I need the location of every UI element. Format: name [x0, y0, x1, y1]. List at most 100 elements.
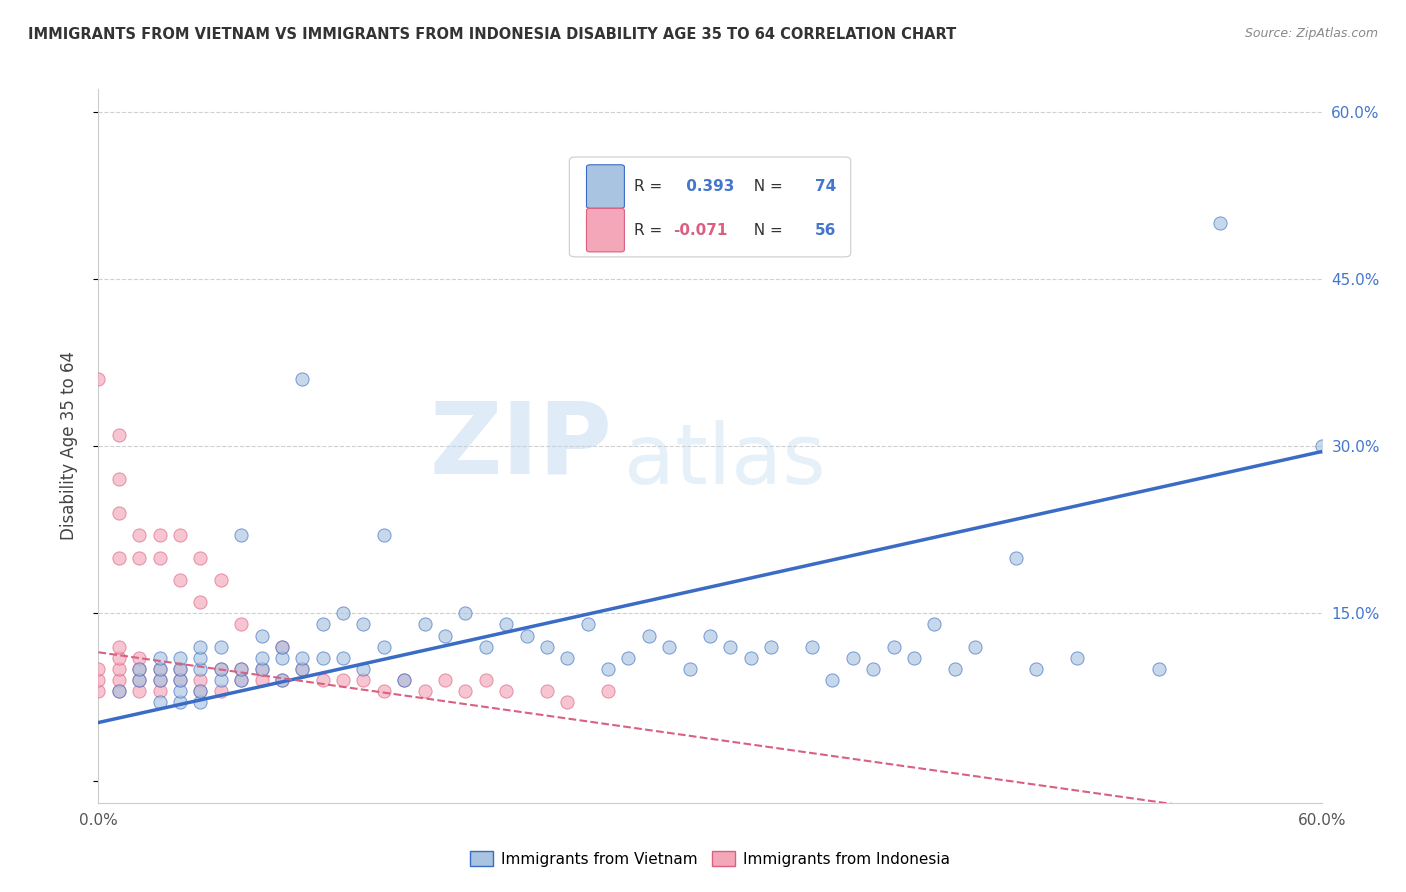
- Point: [454, 607, 477, 621]
- Point: [149, 673, 172, 687]
- Point: [128, 673, 150, 687]
- Point: [291, 372, 314, 386]
- Point: [1209, 216, 1232, 230]
- Point: [332, 607, 354, 621]
- Point: [761, 640, 783, 654]
- Point: [392, 673, 416, 687]
- Point: [231, 528, 253, 542]
- Point: [188, 662, 212, 676]
- Point: [169, 662, 191, 676]
- Point: [270, 640, 294, 654]
- Point: [108, 673, 131, 687]
- Point: [209, 684, 232, 698]
- Point: [250, 673, 273, 687]
- Point: [434, 673, 457, 687]
- Point: [87, 662, 110, 676]
- Point: [149, 673, 172, 687]
- Point: [841, 651, 863, 665]
- Point: [638, 628, 661, 642]
- Point: [373, 640, 395, 654]
- Point: [209, 662, 232, 676]
- Point: [188, 696, 212, 710]
- Point: [231, 673, 253, 687]
- Point: [231, 662, 253, 676]
- Point: [392, 673, 416, 687]
- Point: [188, 595, 212, 609]
- Point: [188, 684, 212, 698]
- Point: [495, 617, 517, 632]
- Point: [87, 684, 110, 698]
- Point: [557, 696, 579, 710]
- Text: R =: R =: [634, 223, 668, 237]
- FancyBboxPatch shape: [586, 209, 624, 252]
- Text: N =: N =: [744, 223, 787, 237]
- Point: [149, 696, 172, 710]
- Point: [474, 640, 498, 654]
- Point: [1147, 662, 1170, 676]
- Point: [231, 673, 253, 687]
- Point: [169, 684, 191, 698]
- Point: [108, 428, 131, 442]
- Point: [740, 651, 762, 665]
- Point: [149, 684, 172, 698]
- Point: [332, 673, 354, 687]
- Point: [598, 662, 620, 676]
- Point: [149, 651, 172, 665]
- Point: [352, 617, 374, 632]
- Text: 56: 56: [815, 223, 837, 237]
- Point: [965, 640, 987, 654]
- Point: [922, 617, 945, 632]
- Point: [169, 696, 191, 710]
- Point: [1310, 439, 1333, 453]
- Y-axis label: Disability Age 35 to 64: Disability Age 35 to 64: [59, 351, 77, 541]
- Text: atlas: atlas: [624, 420, 827, 500]
- Point: [108, 640, 131, 654]
- Point: [373, 684, 395, 698]
- Point: [128, 684, 150, 698]
- Point: [169, 573, 191, 587]
- Point: [188, 651, 212, 665]
- Point: [413, 684, 436, 698]
- Point: [149, 550, 172, 565]
- Point: [188, 684, 212, 698]
- Text: IMMIGRANTS FROM VIETNAM VS IMMIGRANTS FROM INDONESIA DISABILITY AGE 35 TO 64 COR: IMMIGRANTS FROM VIETNAM VS IMMIGRANTS FR…: [28, 27, 956, 42]
- Point: [536, 684, 558, 698]
- Point: [576, 617, 599, 632]
- Point: [169, 673, 191, 687]
- Point: [128, 662, 150, 676]
- Point: [188, 640, 212, 654]
- Point: [250, 662, 273, 676]
- Point: [149, 662, 172, 676]
- Point: [87, 673, 110, 687]
- Point: [373, 528, 395, 542]
- Point: [231, 662, 253, 676]
- Point: [169, 651, 191, 665]
- Point: [312, 617, 335, 632]
- Point: [128, 550, 150, 565]
- Point: [231, 617, 253, 632]
- Point: [943, 662, 966, 676]
- Point: [557, 651, 579, 665]
- Point: [108, 684, 131, 698]
- Point: [883, 640, 905, 654]
- Legend: Immigrants from Vietnam, Immigrants from Indonesia: Immigrants from Vietnam, Immigrants from…: [470, 851, 950, 866]
- Text: Source: ZipAtlas.com: Source: ZipAtlas.com: [1244, 27, 1378, 40]
- Point: [903, 651, 925, 665]
- Point: [270, 651, 294, 665]
- Point: [332, 651, 354, 665]
- Point: [312, 673, 335, 687]
- Point: [291, 651, 314, 665]
- Text: -0.071: -0.071: [673, 223, 728, 237]
- Point: [291, 662, 314, 676]
- Text: ZIP: ZIP: [429, 398, 612, 494]
- Point: [250, 651, 273, 665]
- Point: [209, 662, 232, 676]
- Point: [209, 573, 232, 587]
- Point: [87, 372, 110, 386]
- Text: N =: N =: [744, 179, 787, 194]
- Point: [108, 651, 131, 665]
- Point: [801, 640, 824, 654]
- Point: [108, 473, 131, 487]
- Point: [1025, 662, 1047, 676]
- Point: [434, 628, 457, 642]
